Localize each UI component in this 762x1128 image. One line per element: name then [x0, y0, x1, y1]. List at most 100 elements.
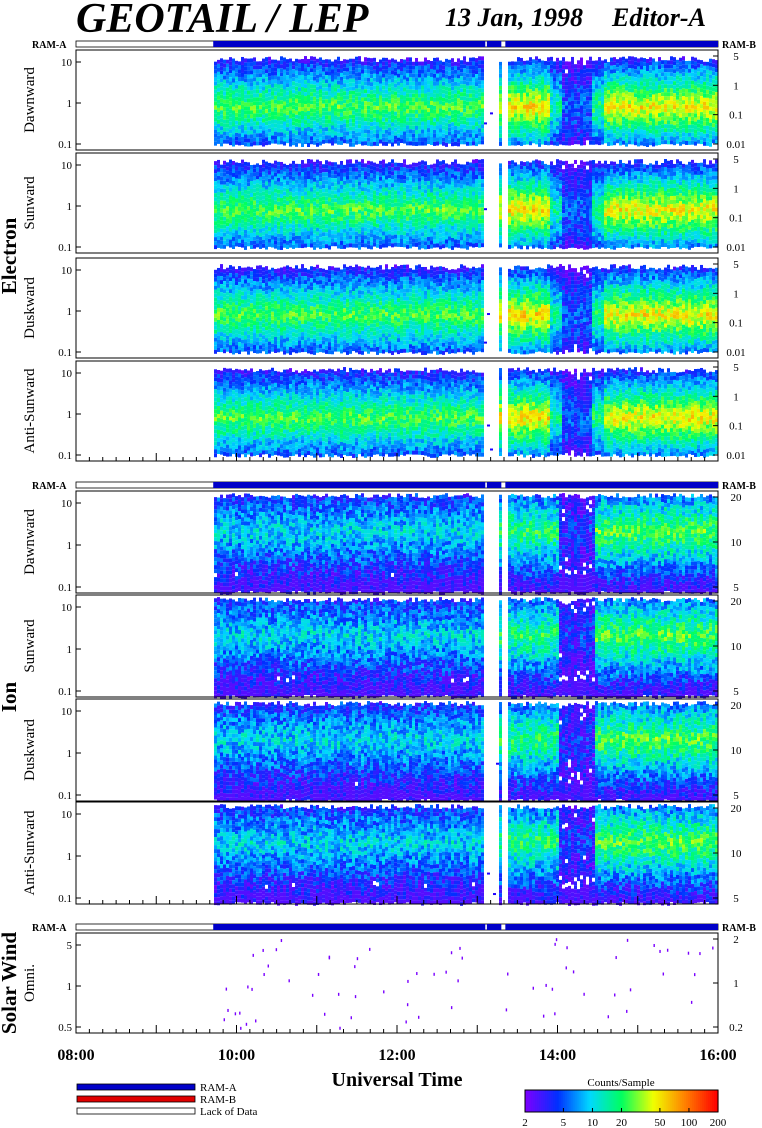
spectrogram-cell — [229, 105, 232, 109]
spectrogram-cell — [295, 123, 298, 127]
spectrogram-cell — [334, 64, 337, 68]
spectrogram-cell — [214, 138, 217, 142]
spectrogram-cell — [388, 104, 391, 108]
spectrogram-cell — [256, 97, 259, 101]
spectrogram-cell — [376, 126, 379, 130]
spectrogram-cell — [253, 97, 256, 101]
spectrogram-cell — [304, 108, 307, 112]
spectrogram-cell — [391, 58, 394, 62]
spectrogram-cell — [331, 122, 334, 126]
spectrogram-cell — [385, 102, 388, 106]
spectrogram-cell — [250, 94, 253, 98]
spectrogram-cell — [361, 106, 364, 110]
spectrogram-cell — [409, 93, 412, 97]
spectrogram-cell — [226, 92, 229, 96]
spectrogram-cell — [283, 102, 286, 106]
spectrogram-cell — [235, 85, 238, 89]
spectrogram-cell — [226, 68, 229, 72]
spectrogram-cell — [370, 90, 373, 94]
spectrogram-cell — [283, 122, 286, 126]
spectrogram-cell — [304, 56, 307, 60]
spectrogram-cell — [265, 129, 268, 133]
spectrogram-cell — [358, 116, 361, 120]
spectrogram-cell — [412, 94, 415, 98]
spectrogram-cell — [262, 99, 265, 103]
spectrogram-cell — [313, 133, 316, 137]
spectrogram-cell — [361, 114, 364, 118]
spectrogram-cell — [271, 116, 274, 120]
spectrogram-cell — [331, 110, 334, 114]
spectrogram-cell — [274, 68, 277, 72]
spectrogram-cell — [355, 101, 358, 105]
spectrogram-cell — [247, 63, 250, 67]
spectrogram-cell — [382, 58, 385, 62]
spectrogram-cell — [400, 83, 403, 87]
spectrogram-cell — [235, 97, 238, 101]
spectrogram-cell — [367, 82, 370, 86]
spectrogram-cell — [400, 119, 403, 123]
spectrogram-cell — [304, 132, 307, 136]
spectrogram-cell — [268, 65, 271, 69]
spectrogram-cell — [400, 99, 403, 103]
spectrogram-cell — [406, 73, 409, 77]
spectrogram-cell — [256, 89, 259, 93]
spectrogram-cell — [256, 69, 259, 73]
spectrogram-cell — [328, 91, 331, 95]
spectrogram-cell — [361, 62, 364, 66]
spectrogram-cell — [250, 126, 253, 130]
spectrogram-cell — [367, 130, 370, 134]
spectrogram-cell — [226, 100, 229, 104]
spectrogram-cell — [352, 59, 355, 63]
spectrogram-cell — [214, 142, 217, 146]
spectrogram-cell — [373, 78, 376, 82]
spectrogram-cell — [364, 93, 367, 97]
spectrogram-cell — [301, 103, 304, 107]
spectrogram-cell — [328, 71, 331, 75]
spectrogram-cell — [217, 96, 220, 100]
spectrogram-cell — [310, 104, 313, 108]
spectrogram-cell — [274, 88, 277, 92]
spectrogram-cell — [250, 74, 253, 78]
spectrogram-cell — [394, 128, 397, 132]
spectrogram-cell — [367, 142, 370, 146]
spectrogram-cell — [382, 110, 385, 114]
spectrogram-cell — [361, 78, 364, 82]
spectrogram-cell — [301, 143, 304, 147]
spectrogram-cell — [265, 133, 268, 137]
spectrogram-cell — [340, 105, 343, 109]
spectrogram-cell — [286, 123, 289, 127]
spectrogram-cell — [253, 57, 256, 61]
spectrogram-cell — [298, 95, 301, 99]
spectrogram-cell — [214, 62, 217, 66]
spectrogram-cell — [322, 128, 325, 132]
spectrogram-cell — [217, 60, 220, 64]
spectrogram-cell — [388, 92, 391, 96]
spectrogram-cell — [337, 77, 340, 81]
spectrogram-cell — [373, 122, 376, 126]
spectrogram-cell — [229, 89, 232, 93]
spectrogram-cell — [229, 137, 232, 141]
spectrogram-cell — [241, 61, 244, 65]
spectrogram-cell — [244, 90, 247, 94]
spectrogram-cell — [256, 105, 259, 109]
spectrogram-cell — [256, 133, 259, 137]
spectrogram-cell — [274, 124, 277, 128]
spectrogram-cell — [271, 132, 274, 136]
spectrogram-cell — [253, 65, 256, 69]
spectrogram-cell — [253, 101, 256, 105]
spectrogram-cell — [214, 94, 217, 98]
spectrogram-cell — [232, 139, 235, 143]
spectrogram-cell — [277, 100, 280, 104]
spectrogram-cell — [241, 93, 244, 97]
spectrogram-cell — [289, 119, 292, 123]
spectrogram-cell — [355, 57, 358, 61]
spectrogram-cell — [298, 111, 301, 115]
spectrogram-cell — [265, 69, 268, 73]
spectrogram-cell — [304, 124, 307, 128]
spectrogram-cell — [382, 102, 385, 106]
spectrogram-cell — [289, 75, 292, 79]
spectrogram-cell — [358, 112, 361, 116]
spectrogram-cell — [277, 136, 280, 140]
spectrogram-cell — [298, 71, 301, 75]
spectrogram-cell — [238, 117, 241, 121]
